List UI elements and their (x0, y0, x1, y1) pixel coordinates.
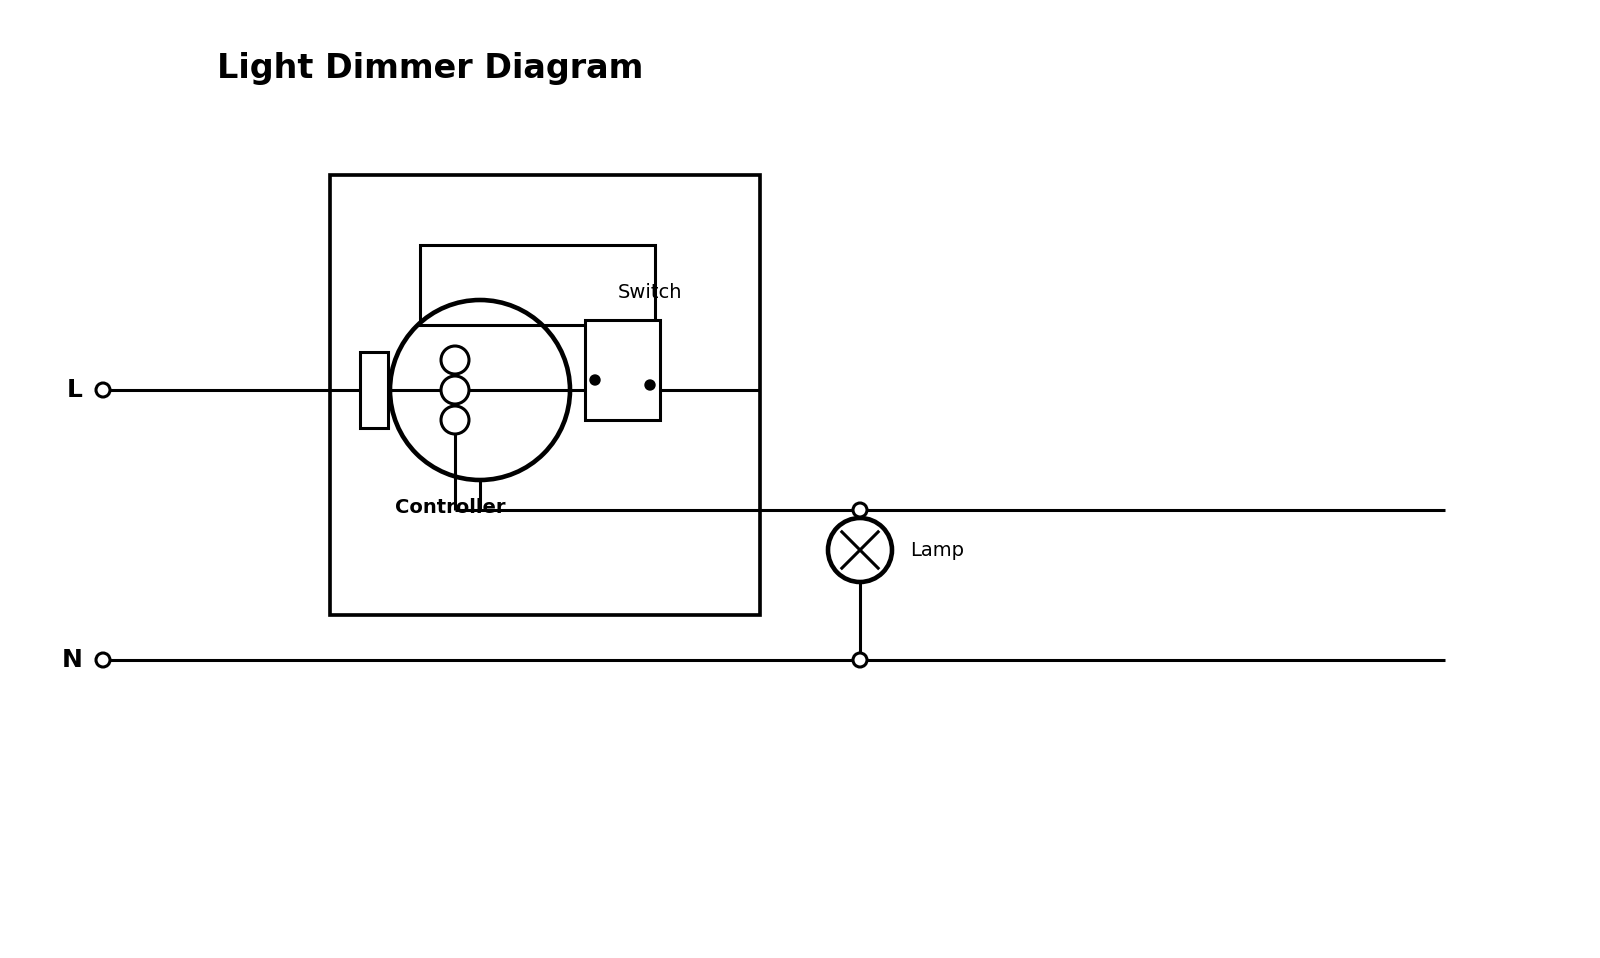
Circle shape (442, 376, 469, 404)
Bar (419, 245, 654, 325)
Text: Lamp: Lamp (910, 540, 963, 559)
Bar (360, 352, 387, 428)
Circle shape (442, 406, 469, 434)
Text: L: L (67, 378, 83, 402)
Bar (586, 320, 661, 420)
Circle shape (442, 346, 469, 374)
Circle shape (853, 653, 867, 667)
Circle shape (645, 380, 654, 390)
Text: Controller: Controller (395, 498, 506, 517)
Bar (330, 175, 760, 615)
Text: Switch: Switch (618, 283, 682, 302)
Text: N: N (62, 648, 83, 672)
Circle shape (853, 503, 867, 517)
Circle shape (590, 375, 600, 385)
Circle shape (96, 653, 110, 667)
Text: Light Dimmer Diagram: Light Dimmer Diagram (218, 52, 643, 84)
Circle shape (96, 383, 110, 397)
